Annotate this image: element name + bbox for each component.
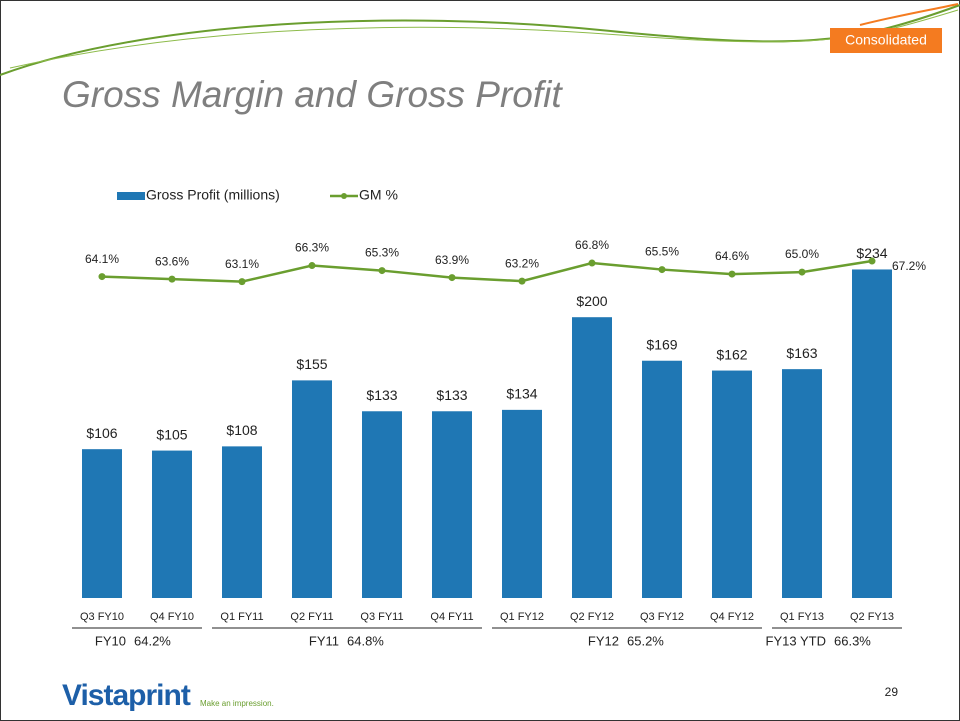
bar	[502, 409, 542, 598]
x-tick-label: Q2 FY13	[850, 611, 894, 623]
bar-value-label: $200	[576, 293, 607, 309]
line-value-label: 64.6%	[715, 249, 749, 263]
bar-value-label: $105	[156, 426, 187, 442]
x-tick-label: Q2 FY12	[570, 611, 614, 623]
bar-value-label: $108	[226, 422, 257, 438]
legend-marker	[341, 193, 347, 199]
bar-value-label: $234	[856, 245, 887, 261]
group-value: 66.3%	[834, 633, 871, 648]
group-value: 64.2%	[134, 633, 171, 648]
legend-label: Gross Profit (millions)	[146, 187, 280, 203]
bar	[222, 446, 262, 598]
x-tick-label: Q3 FY10	[80, 611, 124, 623]
group-name: FY10	[95, 633, 126, 648]
group-name: FY13 YTD	[766, 633, 826, 648]
x-tick-label: Q2 FY11	[290, 611, 333, 623]
line-marker	[98, 273, 106, 281]
x-tick-label: Q4 FY10	[150, 611, 194, 623]
line-value-label: 67.2%	[892, 259, 926, 273]
bar-value-label: $163	[786, 345, 817, 361]
bar	[292, 380, 332, 598]
x-tick-label: Q3 FY11	[360, 611, 403, 623]
line-marker	[308, 262, 316, 270]
line-marker	[238, 278, 246, 286]
line-value-label: 65.3%	[365, 246, 399, 260]
bar-value-label: $134	[506, 386, 537, 402]
line-marker	[588, 259, 596, 267]
chart-title: Gross Margin and Gross Profit	[62, 74, 563, 115]
bar-value-label: $162	[716, 346, 747, 362]
bar-value-label: $169	[646, 336, 677, 352]
bar	[712, 370, 752, 598]
x-tick-label: Q4 FY12	[710, 611, 754, 623]
group-value: 65.2%	[627, 633, 664, 648]
bar	[852, 269, 892, 598]
x-tick-label: Q1 FY11	[220, 611, 263, 623]
bar-value-label: $133	[366, 387, 397, 403]
bar-value-label: $133	[436, 387, 467, 403]
bar	[152, 450, 192, 598]
line-value-label: 64.1%	[85, 252, 119, 266]
group-value: 64.8%	[347, 633, 384, 648]
line-marker	[168, 275, 176, 283]
line-value-label: 66.3%	[295, 241, 329, 255]
legend-label: GM %	[359, 187, 398, 203]
line-marker	[798, 268, 806, 276]
x-tick-label: Q1 FY13	[780, 611, 824, 623]
line-value-label: 63.1%	[225, 257, 259, 271]
line-marker	[658, 266, 666, 274]
line-marker	[728, 270, 736, 278]
logo-tagline: Make an impression.	[200, 699, 274, 708]
line-value-label: 63.2%	[505, 256, 539, 270]
swoosh-orange	[859, 3, 959, 26]
bar	[362, 411, 402, 598]
line-marker	[378, 267, 386, 275]
x-tick-label: Q1 FY12	[500, 611, 544, 623]
line-marker	[518, 277, 526, 285]
bar	[782, 369, 822, 598]
bar-value-label: $106	[86, 425, 117, 441]
bar	[572, 317, 612, 598]
bar	[432, 411, 472, 598]
x-tick-label: Q4 FY11	[430, 611, 473, 623]
line-marker	[448, 274, 456, 282]
page-number: 29	[885, 685, 899, 699]
line-value-label: 63.6%	[155, 254, 189, 268]
group-name: FY12	[588, 633, 619, 648]
badge-text: Consolidated	[845, 32, 927, 48]
line-value-label: 66.8%	[575, 238, 609, 252]
group-name: FY11	[309, 633, 339, 648]
line-marker	[868, 257, 876, 265]
bar	[642, 360, 682, 598]
logo: Vistaprint	[62, 679, 191, 712]
x-tick-label: Q3 FY12	[640, 611, 684, 623]
badge	[830, 28, 942, 53]
line-value-label: 65.5%	[645, 245, 679, 259]
line-value-label: 65.0%	[785, 247, 819, 261]
bar	[82, 449, 122, 598]
line-value-label: 63.9%	[435, 253, 469, 267]
legend-swatch	[117, 192, 145, 200]
line	[101, 259, 873, 283]
bar-value-label: $155	[296, 356, 327, 372]
